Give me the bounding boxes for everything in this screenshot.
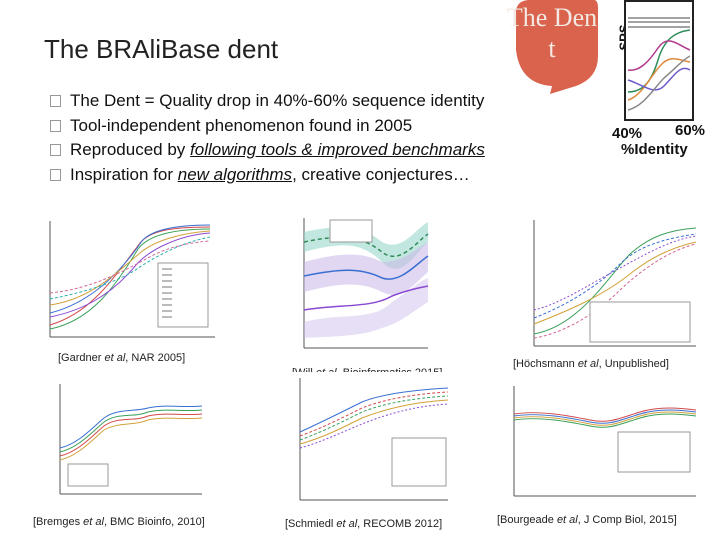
dent-chart-line: [627, 67, 691, 91]
plot-line: [513, 409, 697, 424]
plot-line: [533, 233, 697, 319]
bullet-item: The Dent = Quality drop in 40%-60% seque…: [50, 89, 485, 114]
plot-line: [299, 403, 449, 449]
bullet-emphasis: new algorithms: [177, 164, 293, 184]
plot-legend: [391, 437, 447, 487]
caption-text: [Gardner: [58, 352, 105, 364]
plot-line: [299, 387, 449, 433]
plot-legend: [589, 301, 691, 343]
caption-text: [Schmiedl: [285, 518, 337, 530]
plot-line: [49, 232, 211, 318]
dent-chart-tick-40: 40%: [612, 125, 643, 142]
plot-line: [303, 285, 429, 311]
plot-line: [59, 405, 203, 449]
plot-line: [533, 243, 697, 339]
caption-hochsmann: [Höchsmann et al, Unpublished]: [513, 358, 669, 370]
dent-chart-line: [627, 55, 691, 111]
dent-chart-tick-60: 60%: [675, 122, 706, 139]
plot-legend: [617, 431, 691, 473]
hochsmann-plot-thumbnail: [520, 214, 700, 356]
bullet-text-tail: , creative conjectures…: [292, 164, 470, 184]
caption-bremges: [Bremges et al, BMC Bioinfo, 2010]: [33, 516, 205, 528]
caption-italic: et al: [556, 514, 578, 526]
caption-text: [Bourgeade: [497, 514, 557, 526]
plot-line: [299, 395, 449, 441]
dent-chart-line: [627, 58, 691, 101]
caption-text: , NAR 2005]: [125, 352, 186, 364]
plot-legend: [329, 219, 373, 243]
bullet-text: Tool-independent phenomenon found in 200…: [70, 115, 413, 135]
schmiedl-plot-thumbnail: [282, 372, 452, 514]
plot-line: [49, 230, 211, 306]
dent-chart-xlabel: %Identity: [621, 141, 688, 158]
bullet-text: Inspiration for: [70, 164, 178, 184]
plot-line: [533, 235, 697, 311]
plot-line: [49, 236, 211, 300]
bubble-text: The Den t: [506, 3, 598, 63]
bullet-item: Tool-independent phenomenon found in 200…: [50, 114, 485, 139]
caption-text: , BMC Bioinfo, 2010]: [103, 516, 205, 528]
bullet-text: Reproduced by: [70, 140, 191, 159]
plot-line: [49, 224, 211, 314]
plot-band: [304, 242, 428, 295]
plot-line: [513, 407, 697, 422]
plot-legend: [67, 463, 109, 487]
dent-chart-line: [627, 40, 691, 71]
slide-title: The BRAliBase dent: [44, 34, 279, 64]
caption-italic: et al: [83, 516, 104, 528]
caption-text: , RECOMB 2012]: [357, 518, 443, 530]
plot-legend: [157, 262, 209, 328]
plot-line: [299, 399, 449, 445]
bourgeade-plot-thumbnail: [500, 380, 700, 510]
bullet-box-icon: [50, 168, 61, 181]
plot-band: [304, 278, 428, 338]
plot-line: [49, 240, 211, 294]
caption-italic: et al: [336, 518, 358, 530]
plot-line: [513, 413, 697, 428]
plot-line: [533, 241, 697, 325]
caption-schmiedl: [Schmiedl et al, RECOMB 2012]: [285, 518, 442, 530]
gardner-plot-thumbnail: [30, 213, 220, 353]
caption-text: [Bremges: [33, 516, 84, 528]
will-plot-thumbnail: [282, 212, 432, 362]
bullet-box-icon: [50, 144, 61, 156]
bullet-box-icon: [50, 95, 61, 107]
caption-italic: et al: [104, 352, 126, 364]
caption-text: , Unpublished]: [598, 358, 669, 370]
plot-line: [513, 411, 697, 426]
caption-gardner: [Gardner et al, NAR 2005]: [58, 352, 185, 364]
bremges-plot-thumbnail: [38, 378, 208, 510]
plot-line: [49, 226, 211, 326]
plot-line: [59, 409, 203, 453]
caption-italic: et al: [577, 358, 599, 370]
plot-line: [59, 417, 203, 461]
bullet-emphasis: following tools & improved benchmarks: [190, 140, 485, 159]
plot-line: [303, 255, 429, 280]
bullet-text: The Dent = Quality drop in 40%-60% seque…: [70, 91, 485, 110]
plot-line: [49, 228, 211, 330]
bullet-item: Reproduced by following tools & improved…: [50, 138, 485, 163]
caption-text: [Höchsmann: [513, 358, 578, 370]
bullet-item: Inspiration for new algorithms, creative…: [50, 163, 485, 188]
plot-line: [533, 227, 697, 335]
caption-bourgeade: [Bourgeade et al, J Comp Biol, 2015]: [497, 514, 677, 526]
dent-chart-line: [627, 29, 691, 93]
bullet-box-icon: [50, 119, 61, 132]
plot-line: [299, 391, 449, 437]
bullet-list: The Dent = Quality drop in 40%-60% seque…: [50, 89, 485, 187]
speech-bubble: [516, 0, 598, 94]
dent-chart: [624, 0, 694, 121]
plot-line: [59, 413, 203, 457]
caption-text: , J Comp Biol, 2015]: [577, 514, 677, 526]
